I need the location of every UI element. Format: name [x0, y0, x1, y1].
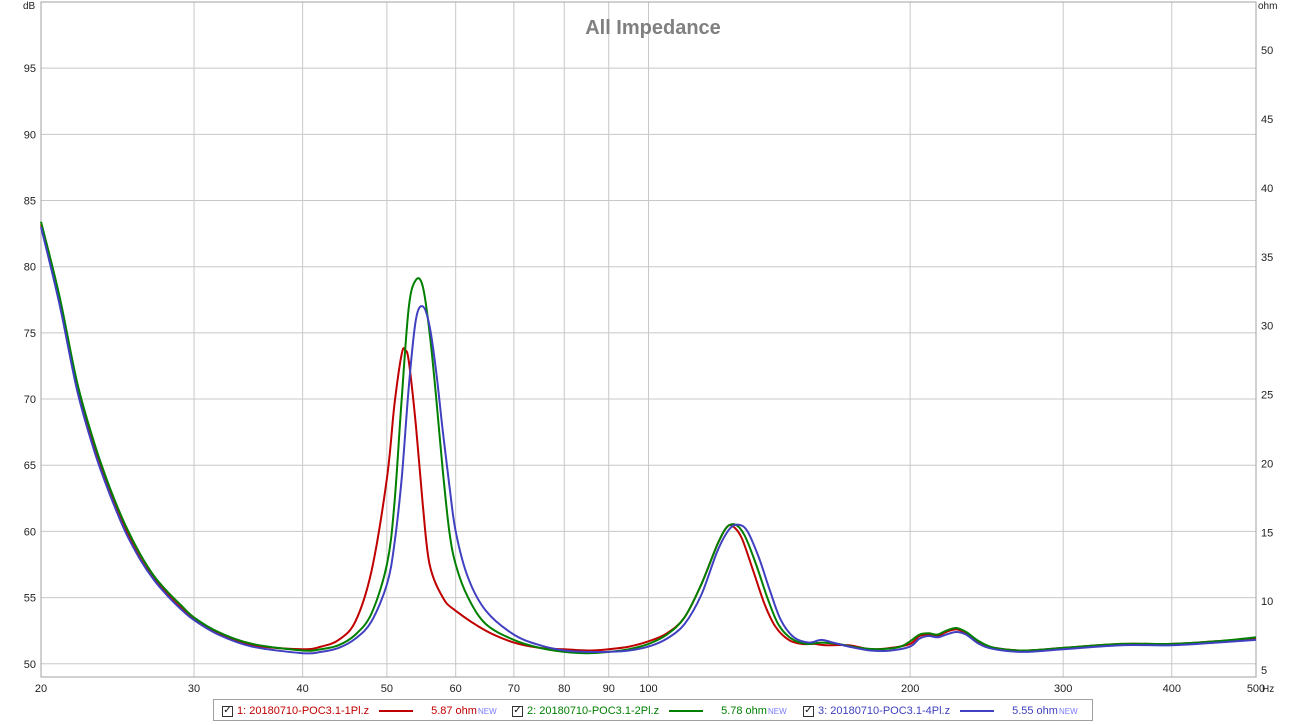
legend-line-swatch [379, 710, 414, 712]
x-tick-label: 100 [639, 683, 657, 695]
y-right-tick-label: 15 [1261, 527, 1273, 539]
legend-entry-2: ✓ 2: 20180710-POC3.1-2Pl.z 5.78 ohm NEW [512, 703, 787, 719]
x-tick-label: 60 [450, 683, 462, 695]
y-axis-right-unit: ohm [1258, 1, 1277, 12]
y-right-tick-label: 50 [1261, 45, 1273, 57]
legend-entry-1: ✓ 1: 20180710-POC3.1-1Pl.z 5.87 ohm NEW [222, 703, 497, 719]
legend-checkbox[interactable]: ✓ [512, 705, 523, 717]
y-left-tick-label: 80 [24, 262, 36, 274]
x-tick-label: 80 [558, 683, 570, 695]
x-tick-label: 500 [1247, 683, 1265, 695]
grid [40, 2, 1257, 677]
legend-series-name: 1: 20180710-POC3.1-1Pl.z [237, 705, 370, 717]
series-lines [40, 221, 1257, 655]
y-axis-left-unit: dB [23, 1, 36, 12]
y-left-tick-label: 60 [24, 526, 36, 538]
y-right-tick-label: 25 [1261, 390, 1273, 402]
x-tick-label: 20 [35, 683, 47, 695]
legend-series-name: 2: 20180710-POC3.1-2Pl.z [527, 705, 660, 717]
y-right-tick-label: 20 [1261, 458, 1273, 470]
y-right-tick-label: 5 [1261, 665, 1267, 677]
legend-value: 5.55 ohm [1012, 705, 1058, 717]
legend-checkbox[interactable]: ✓ [222, 705, 233, 717]
y-right-tick-label: 30 [1261, 321, 1273, 333]
legend-line-swatch [669, 710, 704, 712]
legend-value: 5.78 ohm [721, 705, 767, 717]
axis-ticks: 20 30 40 50 60 70 80 90 100 200 300 400 500 50 55 60 65 7… [24, 45, 1274, 695]
legend-line-swatch [960, 710, 995, 712]
series-line-3 [40, 226, 1257, 655]
x-tick-label: 200 [901, 683, 919, 695]
y-left-tick-label: 70 [24, 394, 36, 406]
x-tick-label: 70 [508, 683, 520, 695]
legend-new-badge: NEW [477, 706, 497, 716]
y-left-tick-label: 55 [24, 593, 36, 605]
y-left-tick-label: 95 [24, 63, 36, 75]
legend-entry-3: ✓ 3: 20180710-POC3.1-4Pl.z 5.55 ohm NEW [803, 703, 1078, 719]
y-right-tick-label: 40 [1261, 183, 1273, 195]
x-tick-label: 300 [1054, 683, 1072, 695]
y-right-tick-label: 10 [1261, 596, 1273, 608]
series-line-1 [40, 224, 1257, 652]
legend-new-badge: NEW [767, 706, 787, 716]
y-left-tick-label: 90 [24, 129, 36, 141]
x-tick-label: 30 [188, 683, 200, 695]
legend-series-name: 3: 20180710-POC3.1-4Pl.z [818, 705, 951, 717]
x-tick-label: 90 [603, 683, 615, 695]
y-left-tick-label: 50 [24, 659, 36, 671]
y-right-tick-label: 45 [1261, 114, 1273, 126]
legend-new-badge: NEW [1058, 706, 1078, 716]
y-left-tick-label: 85 [24, 196, 36, 208]
x-tick-label: 400 [1163, 683, 1181, 695]
y-left-tick-label: 65 [24, 460, 36, 472]
plot-frame [40, 1, 1257, 678]
x-tick-label: 50 [381, 683, 393, 695]
x-axis-unit: Hz [1262, 684, 1274, 695]
legend-checkbox[interactable]: ✓ [803, 705, 814, 717]
legend-value: 5.87 ohm [431, 705, 477, 717]
legend: ✓ 1: 20180710-POC3.1-1Pl.z 5.87 ohm NEW ✓ 2: … [213, 699, 1093, 721]
x-tick-label: 40 [297, 683, 309, 695]
series-line-2 [40, 221, 1257, 655]
y-left-tick-label: 75 [24, 328, 36, 340]
y-right-tick-label: 35 [1261, 252, 1273, 264]
chart-title: All Impedance [585, 17, 721, 39]
